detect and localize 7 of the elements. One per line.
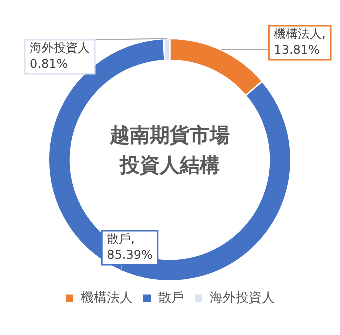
data-label: 機構法人, 13.81% xyxy=(274,27,326,58)
text: 越南期貨市場投資人結構 xyxy=(108,122,231,179)
legend-label: 海外投資人 xyxy=(210,290,275,306)
data-label: 散戶, 85.39% xyxy=(107,232,153,262)
data-label: 海外投資人 0.81% xyxy=(30,41,90,72)
legend-label: 機構法人 xyxy=(80,290,133,306)
legend-label: 散戶 xyxy=(158,290,184,306)
